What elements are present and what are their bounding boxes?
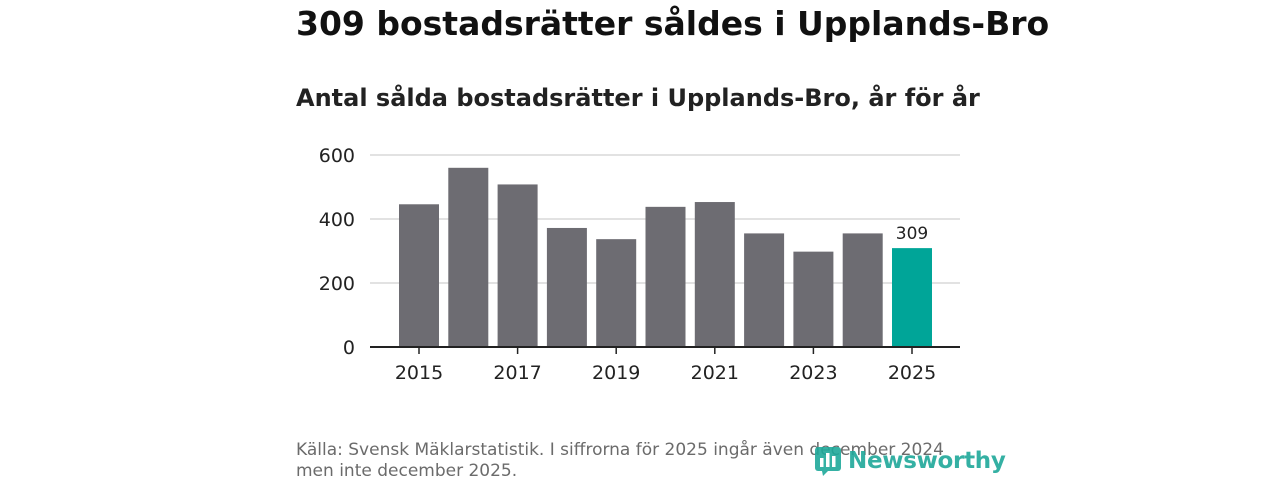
y-tick-label: 200 xyxy=(319,273,355,295)
axis-layer xyxy=(370,346,960,354)
newsworthy-logo-text: Newsworthy xyxy=(848,448,1006,474)
bar-2022 xyxy=(744,233,785,347)
chart-subtitle: Antal sålda bostadsrätter i Upplands-Bro… xyxy=(296,84,980,112)
bar-2018 xyxy=(546,227,587,347)
x-tick-label: 2023 xyxy=(789,362,837,384)
source-note: Källa: Svensk Mäklarstatistik. I siffror… xyxy=(296,440,944,480)
label-layer: 0 200 400 600 309 2015 2017 2019 2021 2023 2025 xyxy=(319,145,936,384)
bar-2024 xyxy=(842,233,883,347)
bar-2023 xyxy=(793,251,834,347)
bar-2019 xyxy=(596,239,637,347)
data-label-highlight: 309 xyxy=(896,224,928,244)
bar-2017 xyxy=(497,184,538,347)
bar-2016 xyxy=(448,167,489,347)
x-tick-label: 2025 xyxy=(888,362,936,384)
x-tick-label: 2019 xyxy=(592,362,640,384)
chart-title: 309 bostadsrätter såldes i Upplands-Bro xyxy=(296,4,1050,43)
bar-2020 xyxy=(645,206,686,347)
y-tick-label: 0 xyxy=(343,337,355,359)
newsworthy-logo-icon xyxy=(815,447,841,476)
bar-2025 xyxy=(892,248,932,347)
bar-2021 xyxy=(694,202,735,347)
newsworthy-logo: Newsworthy xyxy=(814,446,1006,476)
y-tick-label: 600 xyxy=(319,145,355,167)
y-tick-label: 400 xyxy=(319,209,355,231)
bar-2015 xyxy=(399,204,439,347)
x-tick-label: 2017 xyxy=(493,362,541,384)
x-tick-label: 2021 xyxy=(691,362,739,384)
bar-layer xyxy=(399,167,932,347)
x-tick-label: 2015 xyxy=(395,362,443,384)
